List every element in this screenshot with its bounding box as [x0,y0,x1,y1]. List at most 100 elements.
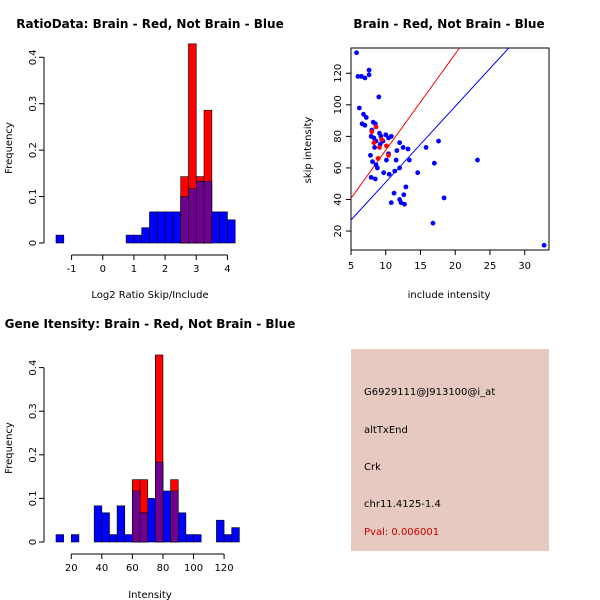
intensity-bar-not-brain-16 [216,519,225,543]
intensity-bar-not-brain-1 [70,534,80,543]
scatter-point-not-brain-58 [541,242,547,248]
intensity-bar-overlap-10 [155,461,164,543]
scatter-point-not-brain-45 [423,145,429,150]
intensity-bar-not-brain-14 [185,534,194,543]
scatter-point-not-brain-5 [366,72,372,78]
scatter-point-not-brain-3 [362,75,368,81]
scatter-point-not-brain-31 [372,176,378,182]
scatter-point-not-brain-41 [405,146,411,152]
scatter-point-not-brain-10 [362,122,368,128]
gene-name-text: Crk [364,462,381,473]
scatter-x-tick-label-5: 30 [518,261,531,272]
intensity-axes: 20 40 60 80 100 120 0 0.1 0.2 0.3 0.4 [28,360,234,574]
ratio-bar-not-brain-4 [149,211,158,244]
ratio-bar-not-brain-2 [133,234,143,244]
scatter-x-tick-label-1: 10 [379,261,392,272]
scatter-point-not-brain-32 [381,170,387,176]
intensity-histogram-panel: Gene Itensity: Brain - Red, Not Brain - … [4,317,295,600]
intensity-bar-not-brain-15 [193,534,202,543]
scatter-point-brain-6 [384,143,389,149]
scatter-panel: Brain - Red, Not Brain - Blue include in… [303,17,550,301]
scatter-x-axis-label: include intensity [408,290,491,301]
scatter-point-not-brain-52 [391,190,397,196]
intensity-bar-not-brain-9 [147,498,156,543]
intensity-x-tick-label-1: 40 [95,563,108,574]
intensity-y-tick-label-0: 0 [28,539,39,545]
scatter-point-not-brain-29 [375,165,380,171]
scatter-point-not-brain-35 [397,165,403,171]
intensity-bar-overlap-8 [139,512,148,543]
probe-id-text: G6929111@J913100@i_at [364,387,496,398]
intensity-y-axis-label: Frequency [4,422,15,474]
intensity-bars [55,354,240,543]
location-text: chr11.4125-1.4 [364,499,441,510]
scatter-point-not-brain-25 [372,145,378,150]
scatter-point-not-brain-49 [430,220,436,226]
intensity-x-tick-label-2: 60 [126,563,139,574]
scatter-point-not-brain-51 [403,184,409,190]
scatter-x-tick-label-3: 20 [449,261,462,272]
intensity-bar-not-brain-13 [177,512,187,543]
probe-info-box: G6929111@J913100@i_at altTxEnd Crk chr11… [351,349,549,551]
scatter-point-brain-7 [375,156,381,161]
scatter-point-not-brain-22 [388,133,394,139]
intensity-y-tick-label-4: 0.4 [28,360,39,376]
ratio-y-tick-label-4: 0.4 [28,49,39,65]
intensity-y-tick-label-2: 0.2 [28,447,39,463]
intensity-bar-overlap-7 [132,490,141,543]
intensity-x-axis-label: Intensity [128,590,172,600]
scatter-point-not-brain-20 [383,132,389,138]
scatter-point-not-brain-27 [370,159,375,165]
scatter-point-not-brain-4 [366,67,372,73]
ratio-x-tick-label-4: 3 [193,264,199,275]
scatter-point-not-brain-13 [376,94,382,100]
scatter-point-not-brain-1 [355,74,361,79]
ratio-bar-overlap-9 [188,188,197,244]
scatter-x-tick-label-2: 15 [414,261,427,272]
scatter-point-not-brain-46 [436,138,441,144]
ratio-x-tick-label-2: 1 [131,264,137,275]
ratio-bar-not-brain-13 [219,211,228,244]
event-type-text: altTxEnd [364,425,408,436]
scatter-point-not-brain-47 [431,160,437,166]
ratio-bar-not-brain-7 [172,211,181,244]
ratio-bar-not-brain-0 [55,234,65,244]
scatter-plot-frame [350,47,550,251]
intensity-bar-not-brain-4 [109,534,118,543]
intensity-bar-overlap-12 [170,490,179,543]
scatter-point-not-brain-40 [400,145,406,150]
scatter-point-not-brain-43 [406,157,412,163]
intensity-y-tick-label-3: 0.3 [28,403,39,419]
scatter-point-brain-0 [369,129,375,135]
scatter-y-tick-label-2: 60 [333,162,344,175]
scatter-point-not-brain-50 [401,192,407,198]
intensity-bar-not-brain-2 [93,505,103,543]
intensity-chart-title: Gene Itensity: Brain - Red, Not Brain - … [5,317,296,331]
ratio-bar-not-brain-5 [156,211,166,244]
scatter-point-not-brain-55 [388,200,394,206]
ratio-x-tick-label-5: 4 [224,264,230,275]
ratio-axes: -1 0 1 2 3 4 0 0.1 0.2 0.3 0.4 [28,49,231,275]
ratio-y-axis-label: Frequency [4,122,15,174]
scatter-y-tick-label-3: 80 [333,130,344,143]
intensity-bar-not-brain-11 [162,490,171,543]
scatter-point-not-brain-36 [393,157,399,163]
scatter-regression-line-red [351,48,461,199]
scatter-point-not-brain-56 [398,200,404,206]
ratio-x-tick-label-3: 2 [162,264,168,275]
scatter-point-not-brain-6 [356,105,362,111]
scatter-point-not-brain-39 [394,148,400,153]
scatter-point-brain-2 [371,140,377,146]
scatter-x-tick-label-4: 25 [484,261,497,272]
scatter-point-not-brain-7 [361,111,366,117]
ratio-y-tick-label-1: 0.1 [28,189,39,205]
scatter-point-not-brain-8 [363,115,369,120]
scatter-point-brain-3 [377,145,382,150]
scatter-point-not-brain-44 [415,170,421,176]
intensity-x-tick-label-0: 20 [65,563,78,574]
scatter-x-tick-label-0: 5 [348,261,354,272]
ratio-bar-overlap-8 [180,196,189,244]
intensity-y-tick-label-1: 0.1 [28,490,39,506]
ratio-histogram-panel: RatioData: Brain - Red, Not Brain - Blue… [4,17,284,301]
